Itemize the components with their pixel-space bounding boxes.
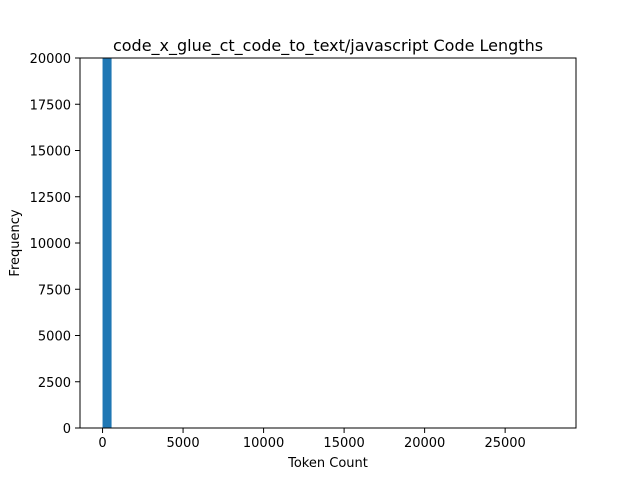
bars-group: [102, 58, 112, 428]
y-tick-label-7: 17500: [30, 98, 71, 113]
chart-title: code_x_glue_ct_code_to_text/javascript C…: [113, 36, 543, 56]
y-tick-label-2: 5000: [38, 330, 71, 345]
y-tick-label-0: 0: [63, 422, 71, 437]
x-tick-label-3: 15000: [323, 436, 364, 451]
x-tick-label-0: 0: [98, 436, 106, 451]
x-axis-ticks: 0 5000 10000 15000 20000 25000: [98, 428, 526, 451]
y-axis-ticks: 0 2500 5000 7500 10000 12500 15000 17500 20000: [30, 52, 80, 437]
x-tick-label-1: 5000: [167, 436, 200, 451]
y-tick-label-5: 12500: [30, 191, 71, 206]
y-tick-label-4: 10000: [30, 237, 71, 252]
x-tick-label-2: 10000: [243, 436, 284, 451]
y-axis-label: Frequency: [8, 209, 23, 276]
y-tick-label-3: 7500: [38, 283, 71, 298]
x-tick-label-5: 25000: [484, 436, 525, 451]
y-tick-label-1: 2500: [38, 376, 71, 391]
plot-frame: [79, 57, 577, 429]
y-tick-label-8: 20000: [30, 52, 71, 67]
x-tick-label-4: 20000: [404, 436, 445, 451]
histogram-bar-0: [102, 58, 112, 428]
y-tick-label-6: 15000: [30, 145, 71, 160]
x-axis-label: Token Count: [287, 456, 368, 471]
